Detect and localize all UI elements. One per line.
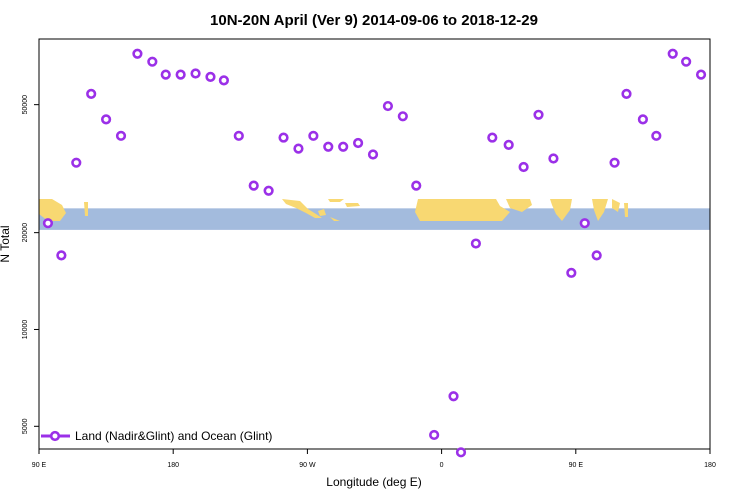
legend: Land (Nadir&Glint) and Ocean (Glint) <box>41 429 272 443</box>
x-tick-label-5: 180 <box>704 462 716 469</box>
y-axis-title: N Total <box>0 225 12 262</box>
plot-area-frame <box>38 38 711 450</box>
land-philippines <box>84 202 88 216</box>
land-arabia <box>506 199 532 212</box>
data-point-41 <box>651 130 662 141</box>
data-point-44 <box>695 69 707 80</box>
land-west-africa <box>415 199 510 221</box>
data-point-7 <box>147 56 158 67</box>
data-point-9 <box>175 69 186 80</box>
legend-marker <box>49 430 61 442</box>
data-point-33 <box>533 109 544 120</box>
data-point-29 <box>470 238 481 249</box>
world-map-band <box>39 199 710 230</box>
x-tick-label-0: 90 E <box>32 462 47 469</box>
data-point-5 <box>115 130 127 141</box>
data-point-2 <box>71 157 82 168</box>
data-point-22 <box>367 149 379 160</box>
data-point-43 <box>681 56 692 67</box>
land-mexico <box>282 199 322 218</box>
x-tick-label-3: 0 <box>440 462 444 469</box>
data-point-36 <box>579 218 590 229</box>
data-point-4 <box>100 114 112 125</box>
data-point-0 <box>42 218 54 229</box>
land-asia-west <box>39 199 66 221</box>
chart-title: 10N-20N April (Ver 9) 2014-09-06 to 2018… <box>210 12 538 29</box>
x-axis: 90 E 180 90 W 0 90 E 180 <box>32 449 716 469</box>
data-point-42 <box>667 48 678 59</box>
data-point-28 <box>455 447 467 458</box>
data-point-1 <box>56 250 67 261</box>
land-southeast-asia <box>592 199 608 221</box>
land-luzon <box>624 203 628 217</box>
y-tick-label-3: 50000 <box>22 95 29 115</box>
x-tick-label-1: 180 <box>167 462 179 469</box>
data-point-23 <box>382 100 394 112</box>
data-point-16 <box>278 132 289 143</box>
x-tick-label-2: 90 W <box>299 462 316 469</box>
land-yucatan <box>318 209 326 216</box>
y-axis: 5000 10000 20000 50000 <box>22 95 39 434</box>
x-axis-title: Longitude (deg E) <box>326 475 421 489</box>
data-point-25 <box>411 180 422 191</box>
data-point-21 <box>352 137 364 149</box>
x-tick-label-4: 90 E <box>569 462 584 469</box>
data-point-13 <box>233 130 244 141</box>
data-point-12 <box>218 75 229 86</box>
data-point-8 <box>160 69 171 80</box>
y-tick-label-0: 5000 <box>22 418 29 434</box>
data-point-6 <box>132 48 143 59</box>
data-point-20 <box>338 141 349 152</box>
y-tick-label-2: 20000 <box>22 223 29 243</box>
data-point-11 <box>205 71 216 82</box>
data-point-30 <box>487 132 498 143</box>
map-land <box>39 199 628 221</box>
data-point-15 <box>263 185 274 196</box>
data-point-19 <box>323 141 334 152</box>
data-point-3 <box>86 88 97 100</box>
y-tick-label-1: 10000 <box>22 320 29 340</box>
data-point-14 <box>248 180 259 191</box>
data-point-32 <box>518 161 529 173</box>
legend-label: Land (Nadir&Glint) and Ocean (Glint) <box>75 429 272 443</box>
map-ocean <box>39 208 710 230</box>
data-point-39 <box>621 88 632 100</box>
land-indochina <box>612 199 620 212</box>
land-india <box>550 199 572 221</box>
data-point-35 <box>566 267 577 278</box>
land-cuba <box>328 199 344 202</box>
data-points <box>42 48 707 458</box>
data-point-10 <box>190 68 201 79</box>
data-point-40 <box>637 114 649 125</box>
land-central-america <box>330 217 340 221</box>
data-point-38 <box>609 157 620 168</box>
data-point-18 <box>308 130 319 141</box>
data-point-31 <box>503 139 514 150</box>
data-point-26 <box>429 429 440 441</box>
data-point-24 <box>397 111 408 122</box>
data-point-34 <box>548 153 559 164</box>
data-point-37 <box>591 250 602 261</box>
data-point-27 <box>448 391 459 402</box>
data-point-17 <box>293 143 304 154</box>
land-caribbean <box>345 203 360 207</box>
